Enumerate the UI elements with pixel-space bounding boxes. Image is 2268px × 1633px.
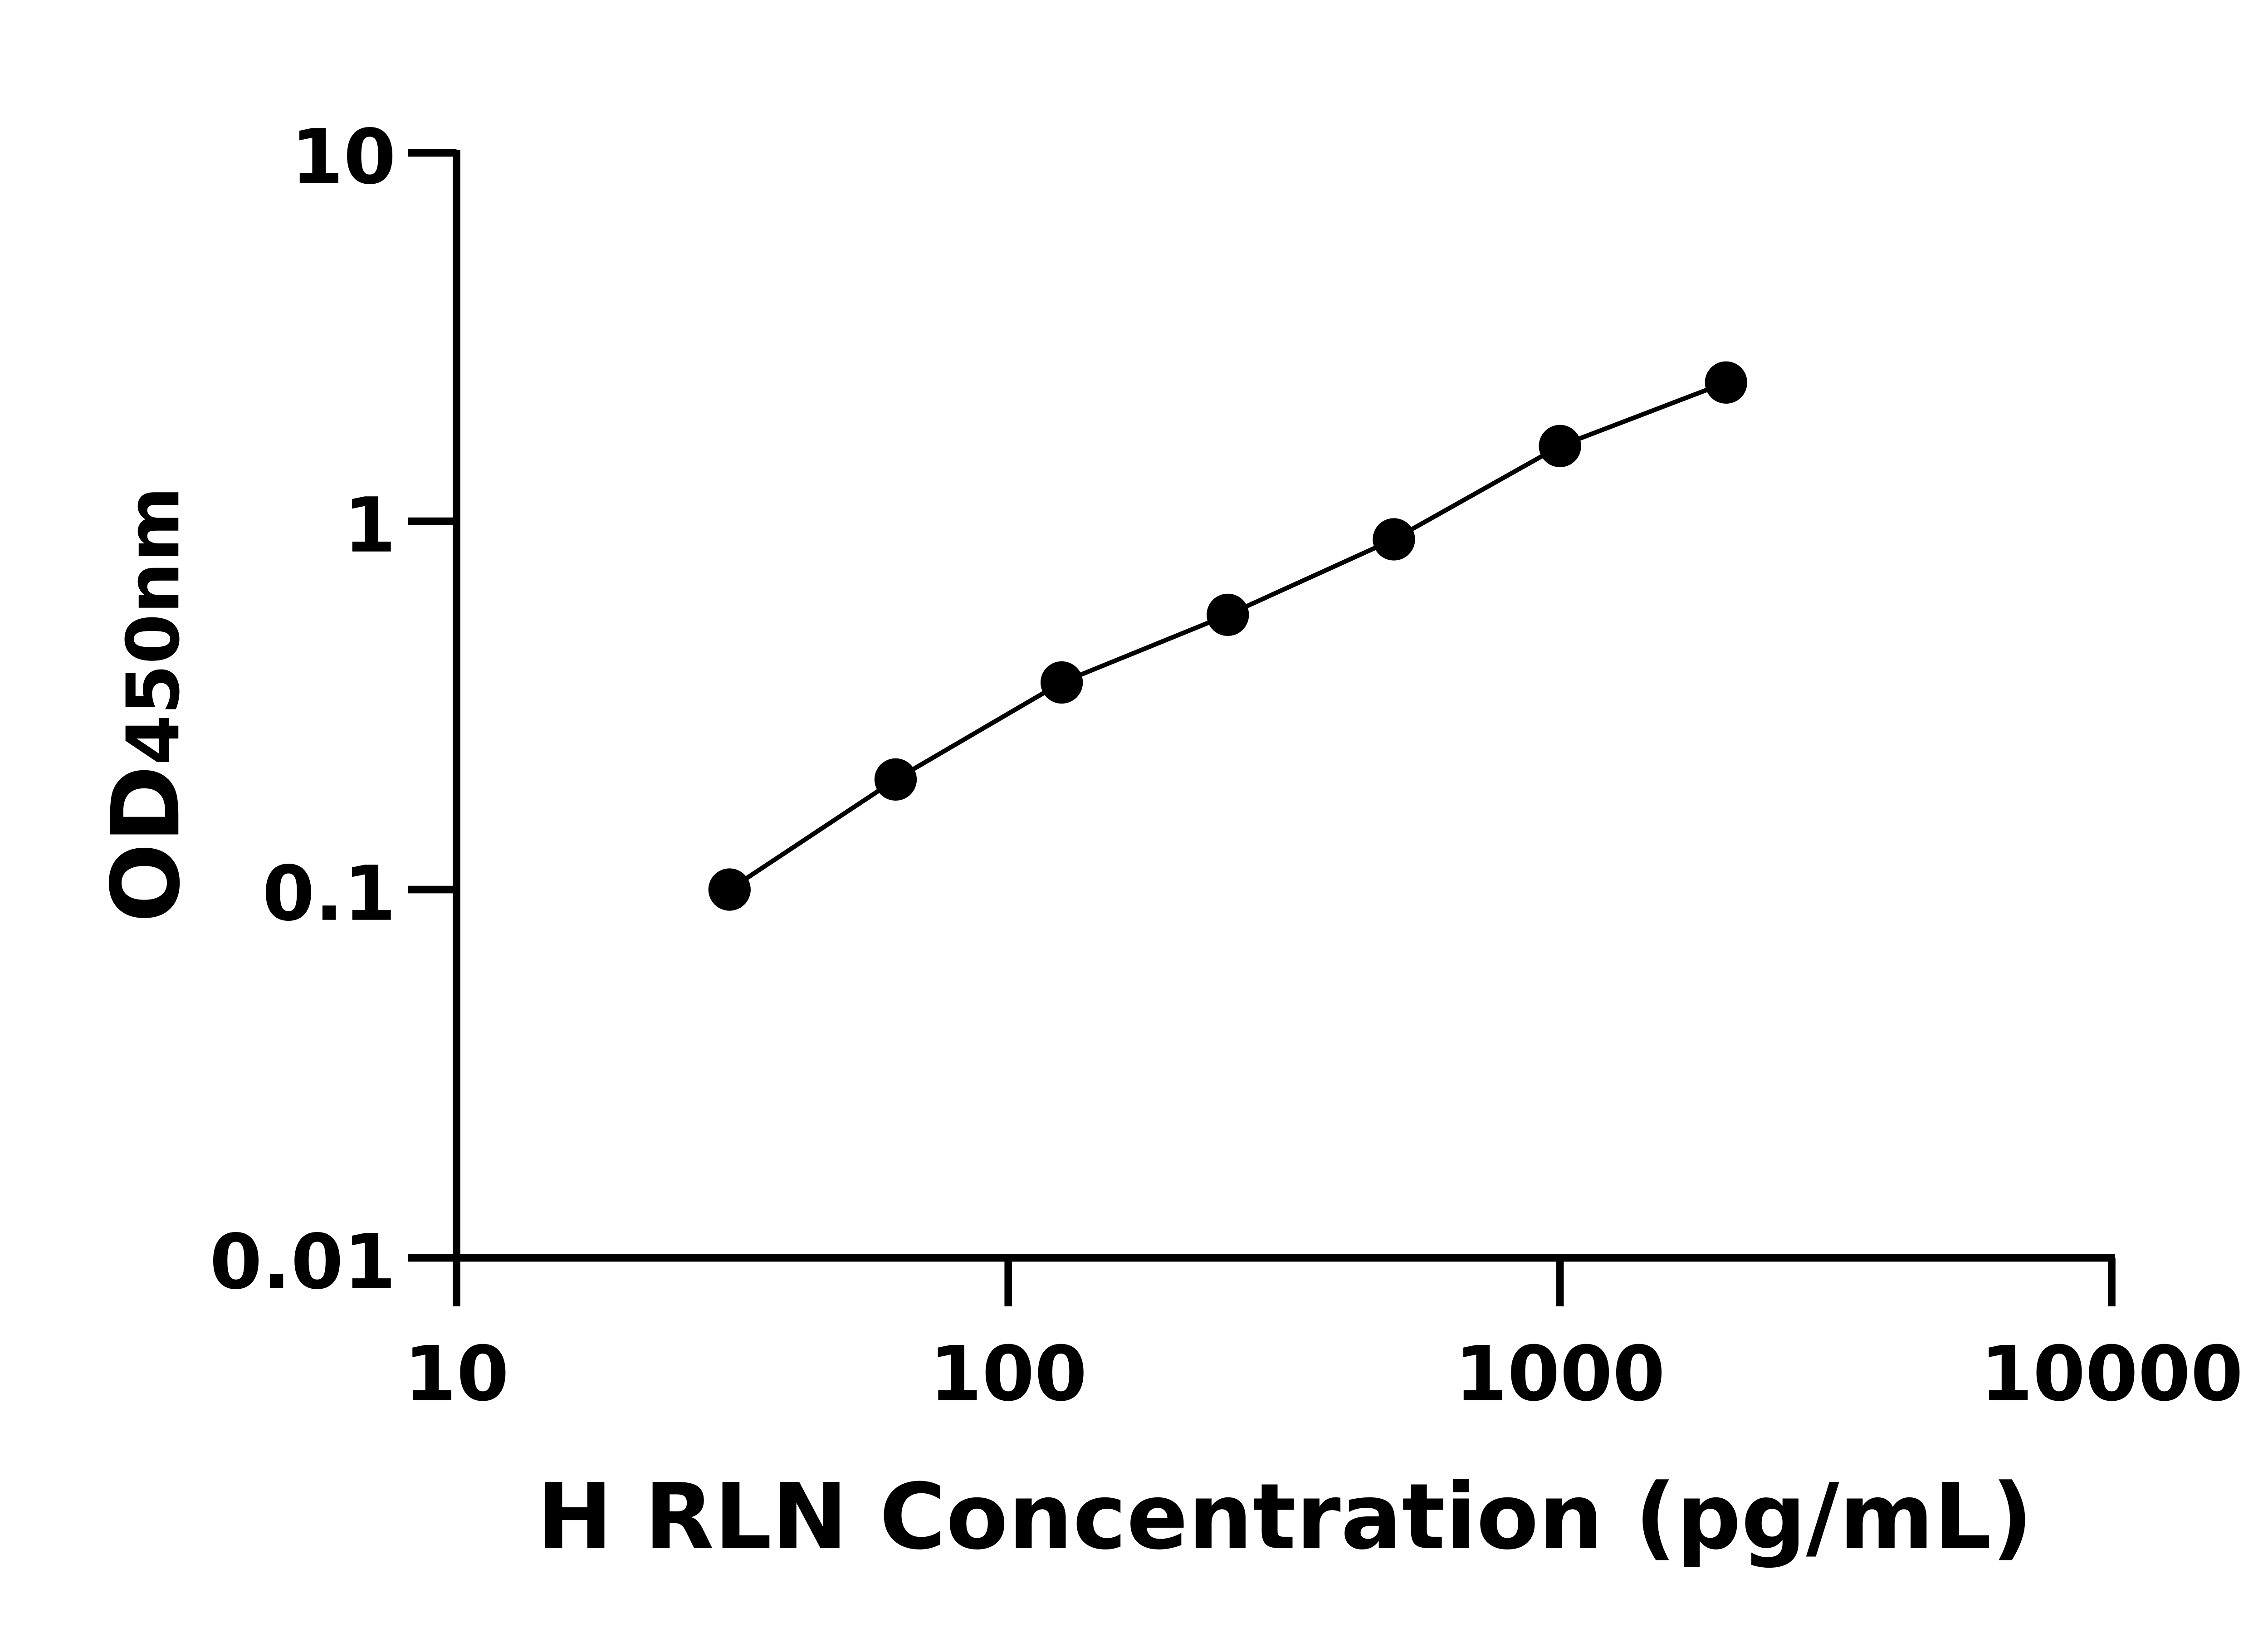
data-point — [1539, 425, 1581, 467]
data-point — [1373, 518, 1415, 561]
y-axis-label-main: OD — [91, 765, 200, 923]
axes — [408, 149, 2116, 1306]
y-tick-label: 0.01 — [210, 1218, 396, 1306]
data-point — [1040, 661, 1083, 704]
y-tick-label: 0.1 — [262, 850, 396, 938]
data-point — [1705, 361, 1747, 404]
y-axis-label-sub: 450nm — [111, 487, 196, 765]
x-axis-label: H RLN Concentration (pg/mL) — [537, 1464, 2033, 1570]
y-tick-label: 10 — [291, 113, 396, 201]
x-tick-label: 10000 — [1980, 1330, 2244, 1418]
y-tick-label: 1 — [343, 482, 396, 570]
x-tick-label: 10 — [404, 1330, 509, 1418]
tick-labels: 0.01 0.1 1 10 10 100 1000 10000 — [210, 113, 2243, 1418]
y-axis-label: OD450nm — [91, 487, 200, 923]
data-point — [874, 758, 917, 801]
data-point — [1207, 593, 1249, 636]
plot-area — [708, 361, 1747, 911]
x-tick-label: 100 — [929, 1330, 1087, 1418]
data-point — [708, 868, 751, 911]
x-tick-label: 1000 — [1455, 1330, 1665, 1418]
